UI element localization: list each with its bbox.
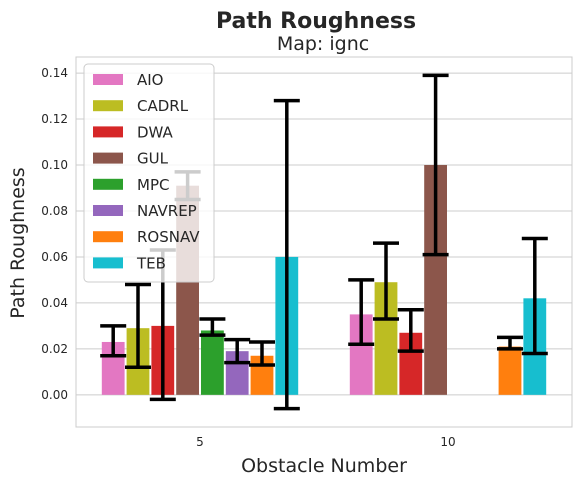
y-tick-labels: 0.00 0.02 0.04 0.06 0.08 0.10 0.12 0.14 <box>41 66 68 402</box>
legend-item-mpc: MPC <box>93 176 169 194</box>
chart-subtitle: Map: ignc <box>277 33 369 55</box>
legend-item-gul: GUL <box>93 150 169 168</box>
bar-aio-10 <box>349 314 373 395</box>
legend-label: GUL <box>137 150 169 168</box>
legend-label: NAVREP <box>137 202 197 220</box>
bar-rosnav-10 <box>498 346 522 395</box>
y-tick-label: 0.02 <box>41 342 68 356</box>
legend-label: TEB <box>136 254 166 272</box>
error-bar-rosnav-10 <box>497 335 523 351</box>
y-tick-label: 0.14 <box>41 66 68 80</box>
error-bar-teb-5 <box>273 98 300 411</box>
y-tick-label: 0.00 <box>41 388 68 402</box>
legend-item-dwa: DWA <box>93 123 174 141</box>
error-bar-navrep-5 <box>224 337 251 365</box>
legend-swatch <box>93 231 123 243</box>
error-bar-mpc-5 <box>199 317 226 337</box>
x-axis-label: Obstacle Number <box>241 455 407 477</box>
y-tick-label: 0.04 <box>41 296 68 310</box>
legend-item-navrep: NAVREP <box>93 202 197 220</box>
error-bar-dwa-10 <box>397 308 424 353</box>
legend-swatch <box>93 74 123 85</box>
x-tick-labels: 5 10 <box>196 435 455 449</box>
error-bar-cadrl-5 <box>125 282 151 369</box>
bar-mpc-5 <box>201 330 224 395</box>
legend-swatch <box>93 257 123 269</box>
x-tick-label: 10 <box>440 435 455 449</box>
legend-label: DWA <box>137 123 174 141</box>
legend-swatch <box>93 100 123 112</box>
legend-swatch <box>93 152 123 164</box>
legend-label: AIO <box>137 71 164 89</box>
legend-item-aio: AIO <box>93 71 164 89</box>
error-bar-rosnav-5 <box>249 340 275 367</box>
bar-cadrl-10 <box>374 282 398 395</box>
legend-label: CADRL <box>137 97 189 115</box>
error-bar-cadrl-10 <box>373 241 399 321</box>
y-tick-label: 0.12 <box>41 112 68 126</box>
legend-label: MPC <box>137 176 169 194</box>
legend-swatch <box>93 178 123 190</box>
error-bar-teb-10 <box>521 236 548 356</box>
legend-item-cadrl: CADRL <box>93 97 189 115</box>
bar-dwa-10 <box>399 332 423 395</box>
legend-swatch <box>93 205 123 216</box>
error-bar-aio-5 <box>100 324 127 358</box>
y-tick-label: 0.10 <box>41 158 68 172</box>
chart-title: Path Roughness <box>216 9 416 34</box>
legend-label: ROSNAV <box>137 228 200 246</box>
x-tick-label: 5 <box>196 435 204 449</box>
bar-gul-10 <box>424 165 447 395</box>
legend: AIO CADRL DWA GUL MPC NAVREP ROSNAV TEB <box>83 63 215 283</box>
legend-box <box>83 63 215 283</box>
error-bar-gul-10 <box>422 73 449 257</box>
legend-item-rosnav: ROSNAV <box>93 228 200 246</box>
y-tick-label: 0.06 <box>41 250 68 264</box>
y-tick-label: 0.08 <box>41 204 68 218</box>
legend-item-teb: TEB <box>93 254 166 272</box>
error-bar-aio-10 <box>348 278 375 347</box>
y-axis-label: Path Roughness <box>7 167 29 318</box>
legend-swatch <box>93 126 123 138</box>
